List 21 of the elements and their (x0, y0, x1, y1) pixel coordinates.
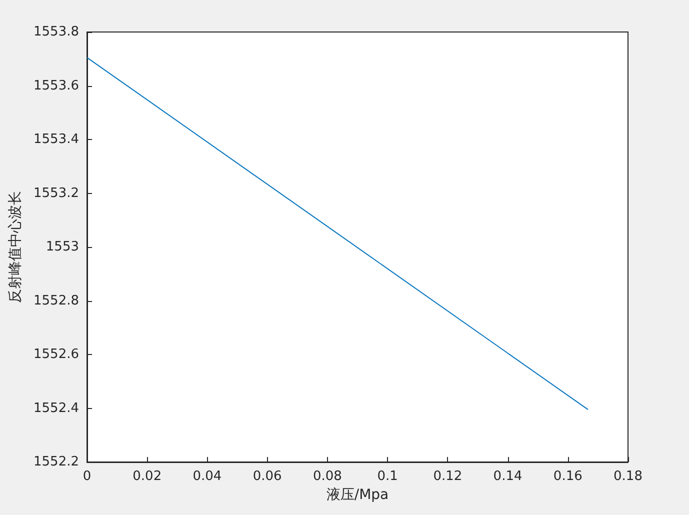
y-tick-label: 1552.2 (34, 454, 79, 470)
x-tick-label: 0.04 (192, 469, 222, 484)
x-tick-label: 0.16 (553, 469, 582, 484)
y-tick-label: 1553 (46, 240, 79, 254)
x-tick-label: 0.14 (493, 469, 522, 484)
x-tick-label: 0.02 (132, 469, 162, 484)
x-tick-label: 0 (82, 469, 92, 484)
y-tick-label: 1553.6 (34, 78, 79, 94)
y-tick-label: 1553.4 (34, 132, 79, 147)
y-tick-label: 1552.8 (34, 293, 79, 308)
y-tick-label: 1552.4 (34, 400, 79, 416)
x-axis-title: 液压/Mpa (326, 486, 389, 503)
y-tick-label: 1553.2 (34, 186, 79, 201)
y-tick-label: 1553.8 (34, 24, 79, 40)
x-tick-label: 0.18 (614, 469, 642, 484)
y-tick-label: 1552.6 (34, 347, 79, 362)
x-tick-label: 0.06 (252, 469, 282, 484)
x-tick-label: 0.08 (312, 469, 342, 484)
x-tick-label: 0.1 (377, 469, 398, 484)
y-axis-title: 反射峰值中心波长 (8, 191, 24, 303)
x-tick-label: 0.12 (433, 469, 462, 484)
